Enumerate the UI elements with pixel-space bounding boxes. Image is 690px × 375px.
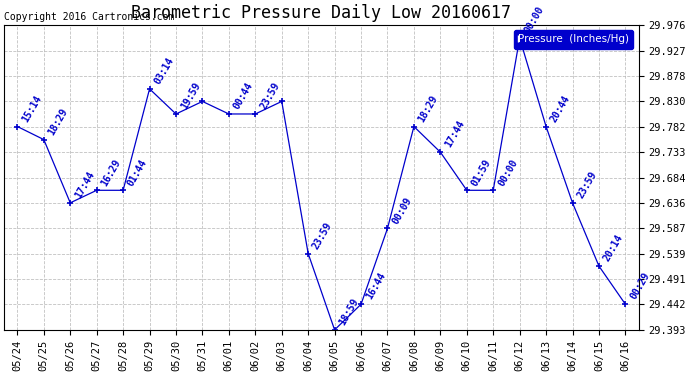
- Text: 23:59: 23:59: [575, 170, 599, 200]
- Text: 01:44: 01:44: [126, 157, 149, 188]
- Text: 16:44: 16:44: [364, 271, 387, 302]
- Text: 18:29: 18:29: [417, 93, 440, 124]
- Text: 00:09: 00:09: [391, 195, 413, 226]
- Text: 03:14: 03:14: [152, 56, 176, 86]
- Text: 15:14: 15:14: [20, 93, 43, 124]
- Text: 18:29: 18:29: [47, 106, 70, 137]
- Text: 17:44: 17:44: [443, 119, 466, 149]
- Text: 00:44: 00:44: [232, 81, 255, 111]
- Text: 23:59: 23:59: [258, 81, 282, 111]
- Title: Barometric Pressure Daily Low 20160617: Barometric Pressure Daily Low 20160617: [131, 4, 511, 22]
- Text: 18:59: 18:59: [337, 297, 361, 327]
- Text: 00:00: 00:00: [496, 157, 520, 188]
- Text: 20:14: 20:14: [602, 233, 625, 263]
- Text: 16:29: 16:29: [99, 157, 123, 188]
- Text: 17:44: 17:44: [73, 170, 97, 200]
- Text: Copyright 2016 Cartronics.com: Copyright 2016 Cartronics.com: [4, 12, 175, 22]
- Legend: Pressure  (Inches/Hg): Pressure (Inches/Hg): [514, 30, 633, 49]
- Text: 00:29: 00:29: [628, 271, 651, 302]
- Text: 19:59: 19:59: [179, 81, 202, 111]
- Text: 01:59: 01:59: [470, 157, 493, 188]
- Text: 00:00: 00:00: [522, 5, 546, 35]
- Text: 20:44: 20:44: [549, 93, 572, 124]
- Text: 23:59: 23:59: [311, 220, 334, 251]
